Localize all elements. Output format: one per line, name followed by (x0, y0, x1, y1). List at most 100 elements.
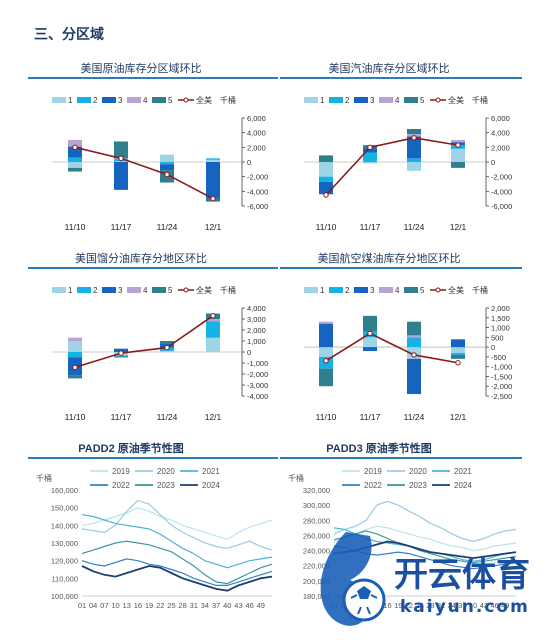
legend-swatch-2 (329, 97, 343, 103)
legend-label-2019: 2019 (112, 467, 130, 476)
x-tick-label: 40 (223, 601, 231, 610)
bar-series-2 (206, 158, 220, 160)
y-tick-label: -1,000 (247, 359, 268, 368)
y-tick-label: -2,000 (247, 173, 268, 182)
x-tick-label: 07 (100, 601, 108, 610)
x-tick-label: 11/17 (360, 412, 381, 422)
bar-series-3 (451, 339, 465, 348)
bar-series-5 (407, 129, 421, 135)
series-line-2020 (81, 499, 273, 551)
y-tick-label: -500 (491, 353, 506, 362)
legend: 1 2 3 4 5 全美 千桶 (304, 95, 488, 105)
total-point (164, 171, 170, 178)
legend-swatch-3 (102, 287, 116, 293)
legend-swatch-1 (304, 287, 318, 293)
bar-series-1 (363, 337, 377, 348)
bar-series-5 (68, 375, 82, 379)
bar-series-5 (319, 368, 333, 387)
distillate-inventory-chart: 美国馏分油库存分地区环比 1 2 3 4 5 全美 千桶 -4,000 -3,000 -2,000 -… (28, 248, 278, 433)
total-point (455, 360, 461, 366)
legend-label-2024: 2024 (454, 481, 472, 490)
legend-total-label: 全美 (448, 285, 464, 295)
legend-swatch-4 (127, 287, 141, 293)
bar-series-2 (363, 152, 377, 162)
x-tick-label: 19 (145, 601, 153, 610)
y-tick-label: -2,500 (491, 392, 512, 401)
total-point (455, 142, 461, 148)
bar-series-3 (68, 146, 82, 158)
bar-series-1 (206, 337, 220, 352)
legend-swatch-4 (379, 97, 393, 103)
y-tick-label: 0 (491, 158, 495, 167)
legend-total-label: 全美 (196, 285, 212, 295)
x-tick-label: 12/1 (450, 412, 467, 422)
legend-label-1: 1 (320, 96, 325, 105)
legend-label-3: 3 (370, 286, 375, 295)
x-tick-label: 46 (245, 601, 253, 610)
legend-label-2023: 2023 (409, 481, 427, 490)
legend-unit-label: 千桶 (472, 285, 488, 295)
bar-series-1 (206, 159, 220, 162)
bar-series-1 (363, 162, 377, 164)
y-tick-label: 120,000 (51, 557, 78, 566)
bar-series-1 (319, 162, 333, 177)
y-tick-label: 0 (247, 158, 251, 167)
legend-label-4: 4 (143, 96, 148, 105)
bar-series-1 (407, 162, 421, 171)
total-line (74, 315, 214, 369)
bar-series-1 (451, 148, 465, 162)
legend-label-4: 4 (143, 286, 148, 295)
bar-series-4 (319, 321, 333, 324)
legend-swatch-5 (152, 97, 166, 103)
bar-series-1 (68, 341, 82, 352)
x-tick-label: 19 (394, 601, 402, 610)
bar-series-1 (319, 347, 333, 357)
y-tick-label: 260,000 (303, 531, 330, 540)
legend-swatch-3 (354, 97, 368, 103)
y-axis-title: 千桶 (36, 473, 52, 483)
gasoline-inventory-chart: 美国汽油库存分区域环比 1 2 3 4 5 全美 千桶 -6,000 -4,000 -2,000 0 2… (280, 58, 522, 243)
bar-series-2 (451, 352, 465, 355)
legend-label-5: 5 (168, 286, 173, 295)
crude-inventory-svg: 美国原油库存分区域环比 1 2 3 4 5 全美 千桶 -6,000 -4,000 -2,000 0 2… (28, 61, 278, 232)
x-tick-label: 01 (78, 601, 86, 610)
y-tick-label: 180,000 (303, 592, 330, 601)
bar-series-3 (114, 162, 128, 190)
kaiyun-watermark: 开云体育 kaiyun.com (306, 520, 550, 635)
legend-swatch-1 (52, 287, 66, 293)
y-tick-label: 140,000 (51, 521, 78, 530)
bar-series-5 (451, 162, 465, 168)
bar-series-5 (407, 321, 421, 336)
y-tick-label: 2,000 (247, 326, 266, 335)
jet-fuel-inventory-svg: 美国航空煤油库存分地区环比 1 2 3 4 5 全美 千桶 -2,500-2,000-1,500… (280, 251, 522, 422)
bar-series-3 (407, 358, 421, 395)
bar-series-3 (160, 164, 174, 171)
y-tick-label: 2,000 (247, 143, 266, 152)
y-tick-label: 150,000 (51, 504, 78, 513)
bar-series-5 (451, 354, 465, 359)
x-tick-label: 40 (469, 601, 477, 610)
legend-swatch-1 (304, 97, 318, 103)
legend-label-3: 3 (118, 286, 123, 295)
x-tick-label: 10 (111, 601, 119, 610)
y-tick-label: 160,000 (51, 486, 78, 495)
bar-series-5 (114, 356, 128, 358)
bar-series-4 (68, 337, 82, 341)
x-tick-label: 11/10 (65, 412, 86, 422)
x-tick-label: 34 (448, 601, 456, 610)
x-tick-label: 16 (383, 601, 391, 610)
x-tick-label: 11/10 (65, 222, 86, 232)
y-tick-label: 6,000 (247, 114, 266, 123)
y-tick-label: 4,000 (247, 304, 266, 313)
x-tick-label: 04 (89, 601, 97, 610)
total-point (210, 313, 216, 319)
legend-label-3: 3 (370, 96, 375, 105)
legend-label-2020: 2020 (409, 467, 427, 476)
total-point (411, 352, 417, 358)
bar-series-5 (319, 155, 333, 162)
bar-series-2 (160, 162, 174, 165)
x-tick-label: 11/24 (157, 222, 178, 232)
y-tick-label: -2,000 (247, 370, 268, 379)
legend: 1 2 3 4 5 全美 千桶 (52, 95, 236, 105)
legend: 2019 2020 2021 2022 2023 2024 (342, 467, 472, 490)
